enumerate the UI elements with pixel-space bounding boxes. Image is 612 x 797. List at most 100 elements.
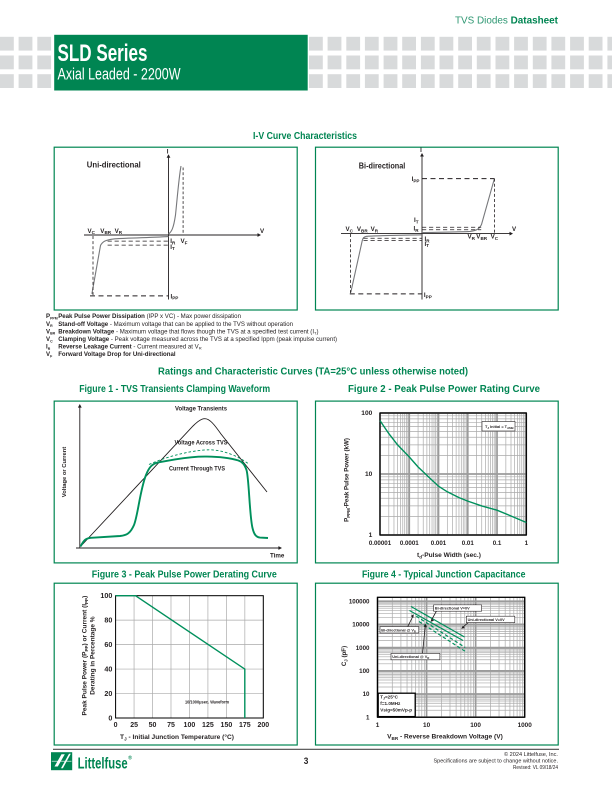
svg-text:VBR - Reverse Breakdown Voltag: VBR - Reverse Breakdown Voltage (V) bbox=[387, 734, 503, 742]
svg-text:Stand-off Voltage - Maximum vo: Stand-off Voltage - Maximum voltage that… bbox=[58, 321, 293, 328]
svg-text:TJ - Initial Junction Temperat: TJ - Initial Junction Temperature (°C) bbox=[120, 733, 234, 742]
svg-text:VR: VR bbox=[46, 321, 53, 328]
svg-text:IT: IT bbox=[414, 217, 419, 224]
svg-text:© 2024 Littelfuse, Inc.: © 2024 Littelfuse, Inc. bbox=[504, 751, 558, 758]
svg-text:V: V bbox=[512, 226, 517, 233]
svg-text:Forward Voltage Drop for Uni-d: Forward Voltage Drop for Uni-directional bbox=[58, 351, 176, 358]
svg-text:0.001: 0.001 bbox=[431, 540, 447, 547]
svg-text:VC: VC bbox=[46, 336, 53, 343]
svg-text:Vsig=50mVp-p: Vsig=50mVp-p bbox=[380, 708, 412, 713]
svg-text:10: 10 bbox=[363, 691, 370, 698]
svg-text:I-V Curve Characteristics: I-V Curve Characteristics bbox=[253, 131, 357, 142]
svg-text:150: 150 bbox=[221, 722, 233, 729]
svg-text:td-Pulse Width (sec.): td-Pulse Width (sec.) bbox=[417, 552, 481, 560]
svg-text:Reverse Leakage Current - Curr: Reverse Leakage Current - Current measur… bbox=[58, 343, 202, 350]
svg-text:Ratings and Characteristic Cur: Ratings and Characteristic Curves (TA=25… bbox=[158, 366, 468, 377]
svg-text:Bi-directional @ VR: Bi-directional @ VR bbox=[381, 628, 416, 633]
svg-text:Bi-directional V=0V: Bi-directional V=0V bbox=[435, 607, 470, 611]
svg-text:125: 125 bbox=[202, 722, 214, 729]
svg-text:1: 1 bbox=[366, 714, 370, 721]
svg-text:IT: IT bbox=[170, 244, 175, 251]
svg-text:VBR: VBR bbox=[46, 328, 56, 335]
svg-text:80: 80 bbox=[104, 616, 112, 625]
svg-text:100: 100 bbox=[359, 668, 370, 675]
svg-text:1: 1 bbox=[369, 532, 373, 539]
svg-text:IR: IR bbox=[414, 225, 420, 232]
svg-text:V: V bbox=[260, 228, 265, 235]
svg-text:1: 1 bbox=[376, 722, 380, 729]
svg-text:40: 40 bbox=[104, 665, 112, 674]
svg-text:VC: VC bbox=[346, 226, 354, 233]
svg-text:VR: VR bbox=[371, 226, 379, 233]
svg-text:100: 100 bbox=[184, 722, 196, 729]
svg-text:100: 100 bbox=[470, 722, 481, 729]
svg-text:175: 175 bbox=[239, 722, 251, 729]
svg-text:TJ Initial = TAMB: TJ Initial = TAMB bbox=[485, 424, 514, 430]
svg-text:20: 20 bbox=[104, 689, 112, 698]
svg-text:Voltage Transients: Voltage Transients bbox=[175, 406, 228, 413]
svg-text:PPPM: PPPM bbox=[46, 313, 58, 320]
svg-text:100000: 100000 bbox=[349, 598, 370, 605]
svg-text:®: ® bbox=[128, 755, 132, 762]
svg-text:CJ (pF): CJ (pF) bbox=[341, 646, 349, 666]
svg-text:VBR: VBR bbox=[476, 233, 487, 240]
svg-text:SLD Series: SLD Series bbox=[58, 40, 148, 67]
svg-text:VR: VR bbox=[115, 228, 123, 235]
svg-text:Uni-directional V=0V: Uni-directional V=0V bbox=[468, 618, 505, 622]
svg-text:Littelfuse: Littelfuse bbox=[78, 755, 128, 772]
svg-text:1: 1 bbox=[525, 540, 529, 547]
svg-text:200: 200 bbox=[257, 722, 269, 729]
svg-text:VF: VF bbox=[181, 238, 188, 245]
svg-text:Time: Time bbox=[270, 553, 285, 560]
svg-text:TVS Diodes Datasheet: TVS Diodes Datasheet bbox=[455, 16, 559, 27]
svg-text:Peak Pulse Power Dissipation (: Peak Pulse Power Dissipation (IPP x VC) … bbox=[58, 313, 241, 320]
svg-text:VBR: VBR bbox=[100, 228, 111, 235]
svg-text:Clamping Voltage - Peak voltag: Clamping Voltage - Peak voltage measured… bbox=[58, 336, 337, 343]
svg-text:0: 0 bbox=[114, 722, 118, 729]
svg-text:3: 3 bbox=[304, 756, 309, 766]
svg-text:Current Through TVS: Current Through TVS bbox=[169, 466, 225, 473]
svg-text:Uni-directional: Uni-directional bbox=[87, 161, 141, 170]
svg-text:I: I bbox=[420, 147, 422, 154]
svg-text:Figure 1 - TVS Transients Clam: Figure 1 - TVS Transients Clamping Wavef… bbox=[79, 384, 270, 395]
svg-text:Breakdown Voltage - Maximum vo: Breakdown Voltage - Maximum voltage that… bbox=[58, 328, 318, 335]
svg-text:I: I bbox=[167, 149, 169, 156]
svg-text:VBR: VBR bbox=[357, 226, 368, 233]
svg-text:Voltage Across TVS: Voltage Across TVS bbox=[175, 440, 228, 447]
svg-text:10/1000μsec. Waveform: 10/1000μsec. Waveform bbox=[185, 700, 229, 706]
svg-text:VC: VC bbox=[491, 233, 499, 240]
svg-text:IR: IR bbox=[170, 238, 176, 245]
svg-text:VF: VF bbox=[46, 351, 53, 358]
svg-text:100: 100 bbox=[361, 410, 372, 417]
svg-text:f=1.0MHz: f=1.0MHz bbox=[380, 701, 401, 706]
svg-text:Figure 3 - Peak Pulse Power De: Figure 3 - Peak Pulse Power Derating Cur… bbox=[92, 569, 277, 580]
svg-text:60: 60 bbox=[104, 640, 112, 649]
svg-text:Specifications are subject to: Specifications are subject to change wit… bbox=[434, 758, 559, 764]
svg-text:Peak Pulse Power (PPP) or Curr: Peak Pulse Power (PPP) or Current (IPP) bbox=[82, 596, 89, 716]
svg-text:100: 100 bbox=[100, 591, 112, 600]
svg-text:PPPM-Peak Pulse Power (kW): PPPM-Peak Pulse Power (kW) bbox=[344, 438, 352, 522]
svg-text:Derating in Percentage %: Derating in Percentage % bbox=[90, 616, 97, 695]
svg-text:IPP: IPP bbox=[171, 293, 179, 300]
svg-text:10: 10 bbox=[423, 722, 431, 729]
svg-text:VC: VC bbox=[88, 228, 96, 235]
svg-text:IR: IR bbox=[425, 236, 431, 243]
svg-text:0.1: 0.1 bbox=[493, 540, 502, 547]
svg-text:TJ=25°C: TJ=25°C bbox=[380, 695, 398, 701]
svg-text:1000: 1000 bbox=[356, 645, 370, 652]
svg-text:Voltage or Current: Voltage or Current bbox=[62, 447, 68, 498]
svg-text:75: 75 bbox=[167, 722, 175, 729]
svg-text:Bi-directional: Bi-directional bbox=[359, 161, 406, 170]
svg-text:Axial Leaded - 2200W: Axial Leaded - 2200W bbox=[58, 66, 181, 84]
svg-text:1000: 1000 bbox=[518, 722, 533, 729]
svg-text:IPP: IPP bbox=[412, 176, 420, 183]
svg-text:IT: IT bbox=[425, 241, 430, 248]
svg-text:IPP: IPP bbox=[424, 292, 432, 299]
svg-text:Uni-directional @ VR: Uni-directional @ VR bbox=[392, 655, 429, 660]
svg-text:10000: 10000 bbox=[352, 622, 370, 629]
svg-text:IR: IR bbox=[46, 343, 51, 350]
svg-text:Revised: VL 09/18/24: Revised: VL 09/18/24 bbox=[513, 765, 558, 771]
svg-text:Figure 4 - Typical Junction Ca: Figure 4 - Typical Junction Capacitance bbox=[362, 569, 526, 580]
svg-text:0.0001: 0.0001 bbox=[400, 540, 419, 547]
svg-text:25: 25 bbox=[130, 722, 138, 729]
